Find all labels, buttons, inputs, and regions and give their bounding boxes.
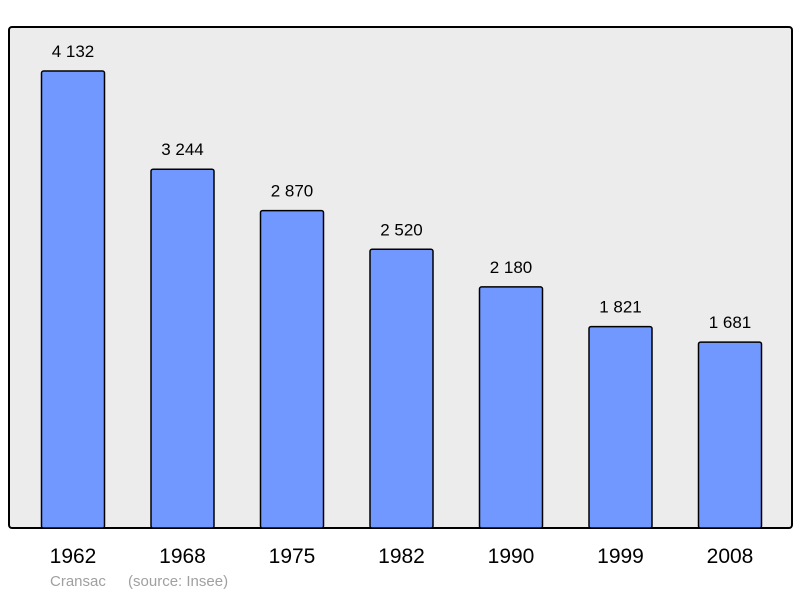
bar-2008 [697,341,763,529]
x-tick-label-1975: 1975 [269,545,316,568]
value-labels-layer: 4 132 3 244 2 870 2 520 2 180 1 821 1 681 [52,42,752,332]
value-label-1982: 2 520 [380,220,423,239]
bar-1962 [40,70,106,529]
x-tick-label-1990: 1990 [488,545,535,568]
source-note: (source: Insee) [128,573,229,590]
bar-1968 [150,168,215,529]
value-label-1968: 3 244 [161,140,204,159]
x-tick-label-1982: 1982 [378,545,425,568]
x-tick-label-1962: 1962 [50,545,97,568]
x-tick-label-2008: 2008 [707,545,754,568]
bar-1975 [259,209,325,529]
bar-1990 [478,286,544,529]
value-label-1962: 4 132 [52,42,95,61]
x-tick-label-1999: 1999 [597,545,644,568]
value-label-1975: 2 870 [271,182,314,201]
bar-1999 [588,325,653,529]
chart-footer: Cransac (source: Insee) [50,573,246,590]
bar-1982 [369,248,434,529]
value-label-2008: 1 681 [709,313,752,332]
x-tick-labels-layer: 1962 1968 1975 1982 1990 1999 2008 [50,545,754,568]
value-label-1999: 1 821 [599,298,642,317]
x-tick-label-1968: 1968 [159,545,206,568]
bars-layer [40,70,763,529]
place-name: Cransac [50,573,106,590]
value-label-1990: 2 180 [490,258,533,277]
